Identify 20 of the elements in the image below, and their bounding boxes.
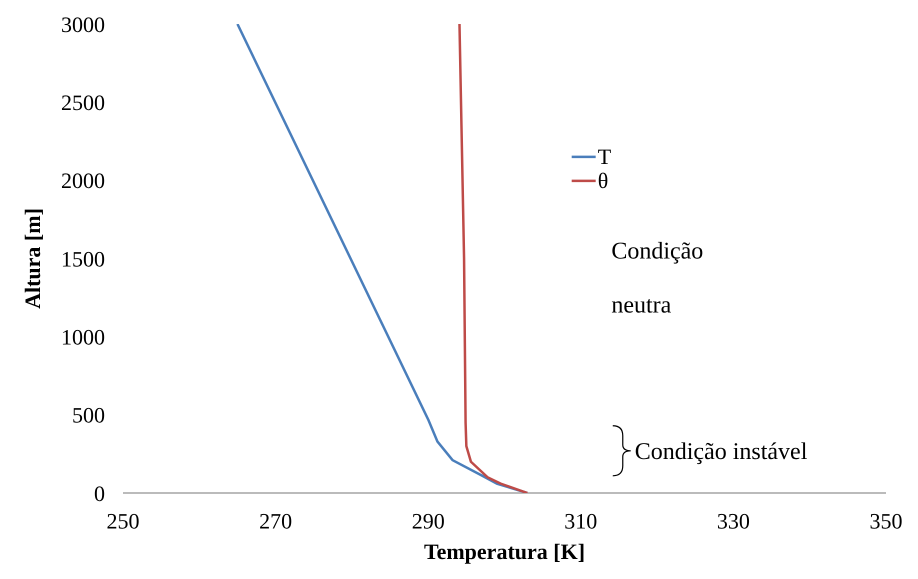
y-axis-title: Altura [m] <box>20 208 45 309</box>
y-tick-label: 2500 <box>61 90 105 115</box>
x-tick-label: 290 <box>412 508 445 534</box>
y-tick-label: 2000 <box>61 168 105 194</box>
line-series <box>458 24 529 493</box>
y-tick-label: 0 <box>94 480 105 506</box>
legend-label: T <box>598 144 612 169</box>
x-tick-label: 250 <box>106 508 140 534</box>
annotation: Condição instável <box>634 438 808 465</box>
y-tick-label: 1500 <box>61 246 105 272</box>
x-tick-label: 310 <box>564 508 598 534</box>
x-tick-label: 330 <box>716 508 750 534</box>
annotation: Condição neutra <box>611 238 704 318</box>
x-tick-label: 270 <box>259 508 292 534</box>
y-tick-label: 500 <box>72 402 105 428</box>
x-axis-title: Temperatura [K] <box>424 539 586 564</box>
y-tick-label: 1000 <box>61 324 105 350</box>
y-tick-label: 3000 <box>61 12 105 37</box>
x-tick-label: 350 <box>870 508 902 534</box>
legend-label: θ <box>598 168 608 193</box>
